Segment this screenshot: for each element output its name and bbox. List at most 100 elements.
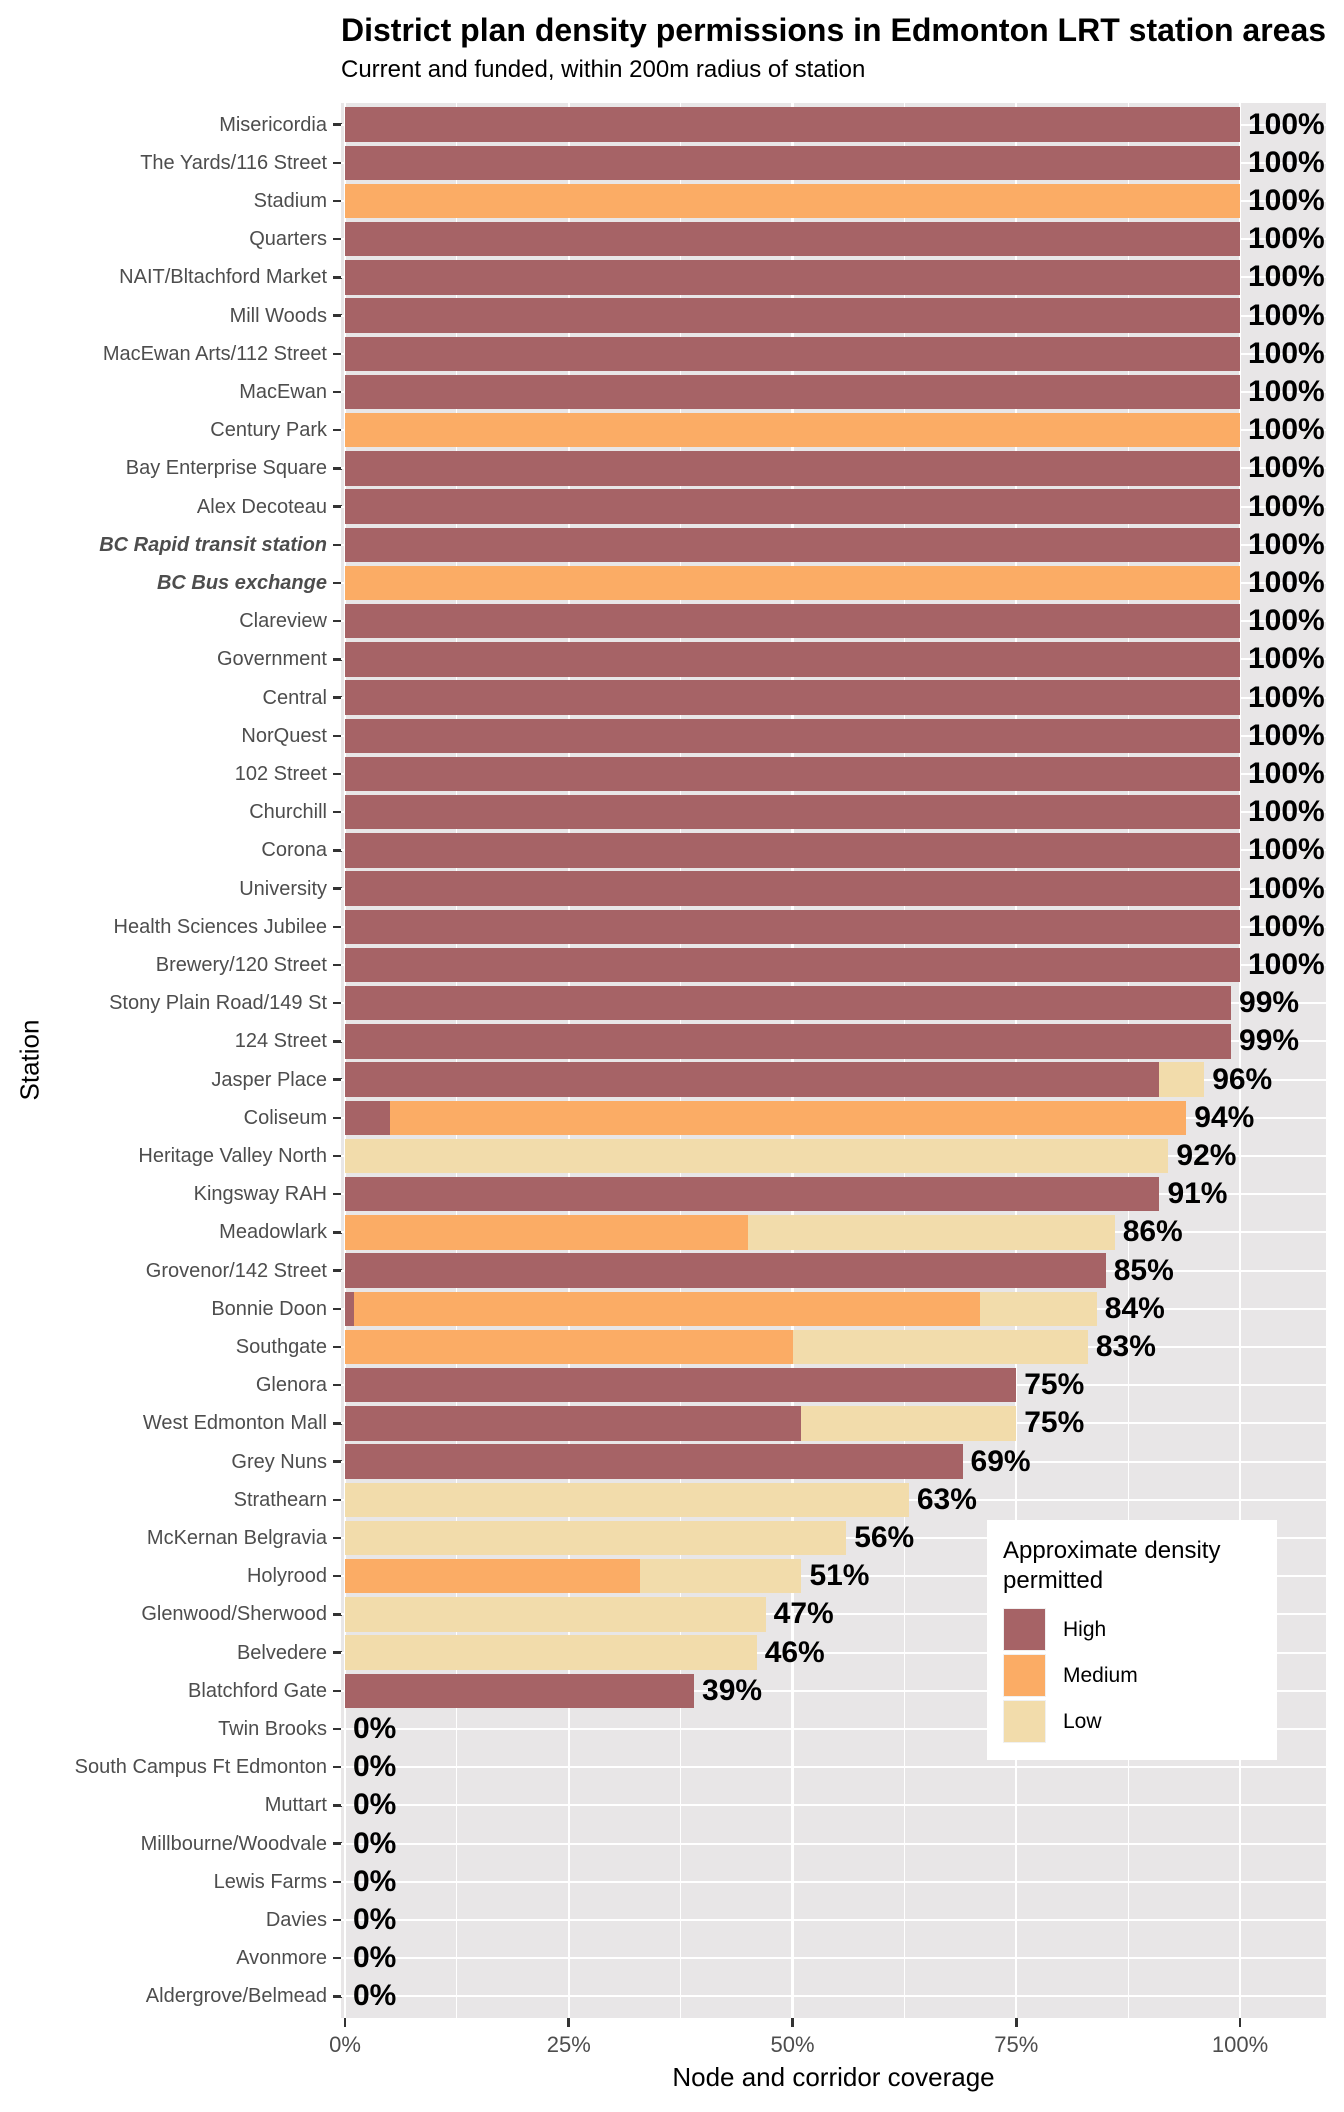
bar-segment-high xyxy=(345,680,1240,715)
bar-segment-high xyxy=(345,1673,695,1709)
gridline-horizontal xyxy=(341,1957,1326,1960)
bar-value-label: 75% xyxy=(1024,1406,1085,1440)
bar-segment-high xyxy=(345,718,1240,754)
x-axis-tick-label: 75% xyxy=(994,2032,1039,2057)
bar-row xyxy=(345,565,1240,601)
bar-segment-high xyxy=(345,1024,1232,1059)
bar-row xyxy=(345,221,1240,257)
bar-row xyxy=(345,1024,1232,1059)
bar-segment-medium xyxy=(345,1558,641,1594)
bar-value-label: 75% xyxy=(1024,1368,1085,1402)
y-axis-tick xyxy=(333,1536,342,1540)
bar-value-label: 51% xyxy=(809,1559,870,1593)
y-axis-tick xyxy=(333,1689,342,1693)
bar-value-label: 46% xyxy=(764,1635,825,1669)
y-axis-tick xyxy=(333,1116,342,1120)
y-axis-tick xyxy=(333,237,342,241)
y-axis-tick xyxy=(333,505,342,508)
y-axis-label: Aldergrove/Belmead xyxy=(145,1985,327,2008)
bar-value-label: 100% xyxy=(1248,451,1325,485)
y-axis-tick xyxy=(333,1154,342,1158)
bar-row xyxy=(345,642,1240,677)
bar-row xyxy=(345,374,1240,410)
bar-segment-high xyxy=(345,1291,354,1327)
chart-subtitle: Current and funded, within 200m radius o… xyxy=(341,56,866,83)
bar-value-label: 0% xyxy=(353,1826,397,1860)
y-axis-label: MacEwan xyxy=(239,380,327,403)
bar-value-label: 99% xyxy=(1239,1024,1300,1058)
bar-segment-high xyxy=(345,947,1240,983)
bar-segment-low xyxy=(345,1138,1169,1174)
bar-value-label: 0% xyxy=(353,1941,397,1975)
bar-value-label: 100% xyxy=(1248,680,1325,714)
bar-row xyxy=(345,1635,757,1670)
y-axis-tick xyxy=(333,1001,342,1005)
y-axis-tick xyxy=(333,1842,342,1845)
legend-swatch-medium-icon xyxy=(1003,1654,1046,1697)
y-axis-tick xyxy=(333,1804,342,1807)
y-axis-label: Millbourne/Woodvale xyxy=(140,1832,327,1855)
x-axis-tick-label: 50% xyxy=(770,2032,815,2057)
x-axis-tick xyxy=(567,2018,571,2027)
y-axis-label: Southgate xyxy=(235,1335,327,1358)
y-axis-tick xyxy=(333,581,342,585)
y-axis-label: Glenwood/Sherwood xyxy=(141,1603,327,1626)
gridline-vertical-major xyxy=(791,103,794,2018)
y-axis-tick xyxy=(333,1727,342,1731)
bar-segment-high xyxy=(345,221,1240,257)
bar-value-label: 100% xyxy=(1248,107,1325,141)
y-axis-tick xyxy=(333,1192,342,1196)
gridline-horizontal xyxy=(341,1728,1326,1730)
bar-row xyxy=(345,1062,1205,1097)
bar-segment-high xyxy=(345,1176,1160,1212)
gridline-horizontal xyxy=(341,1919,1326,1921)
bar-value-label: 92% xyxy=(1176,1139,1237,1172)
y-axis-label: BC Rapid transit station xyxy=(99,533,327,556)
bar-value-label: 100% xyxy=(1248,298,1325,332)
y-axis-label: Quarters xyxy=(249,228,327,251)
bar-value-label: 100% xyxy=(1248,871,1325,905)
bar-segment-low xyxy=(980,1291,1097,1327)
x-axis-tick-label: 100% xyxy=(1211,2032,1269,2057)
bar-segment-high xyxy=(345,909,1240,945)
legend-key-high: High xyxy=(1003,1608,1277,1651)
bar-value-label: 39% xyxy=(702,1673,763,1707)
bar-segment-medium xyxy=(389,1100,1187,1136)
bar-value-label: 100% xyxy=(1248,718,1325,752)
bar-row xyxy=(345,298,1240,333)
bar-value-label: 96% xyxy=(1212,1062,1273,1096)
x-axis-tick xyxy=(343,2018,347,2027)
y-axis-tick xyxy=(333,428,342,432)
y-axis-tick xyxy=(333,1040,342,1043)
x-axis-tick xyxy=(1014,2018,1018,2027)
bar-value-label: 100% xyxy=(1248,145,1325,179)
y-axis-label: Glenora xyxy=(255,1374,327,1397)
bar-row xyxy=(345,451,1240,486)
y-axis-tick xyxy=(333,123,342,126)
gridline-horizontal xyxy=(341,1575,1326,1578)
y-axis-label: Stadium xyxy=(253,189,327,212)
bar-segment-medium xyxy=(345,1329,793,1365)
y-axis-label: Mill Woods xyxy=(229,304,327,327)
plot-panel: 100% 100% 100% 100% 100% 100% 100% 100% 100% 100%… xyxy=(341,103,1326,2018)
gridline-horizontal xyxy=(341,1995,1326,1998)
bar-row xyxy=(345,1558,802,1594)
bar-row xyxy=(345,489,1240,524)
bar-segment-high xyxy=(345,1100,390,1136)
y-axis-label: Alex Decoteau xyxy=(196,495,327,518)
gridline-horizontal xyxy=(341,1689,1326,1692)
y-axis-tick xyxy=(333,772,342,776)
bar-segment-high xyxy=(345,1062,1160,1097)
y-axis-label: Misericordia xyxy=(219,113,327,136)
y-axis-label: Jasper Place xyxy=(211,1068,327,1091)
bar-value-label: 0% xyxy=(353,1864,397,1898)
bar-value-label: 91% xyxy=(1167,1177,1228,1211)
bar-segment-low xyxy=(640,1558,802,1594)
bar-segment-medium xyxy=(345,412,1240,448)
gridline-vertical-major xyxy=(1238,103,1242,2018)
y-axis-label: Avonmore xyxy=(236,1947,327,1970)
bar-value-label: 0% xyxy=(353,1750,397,1784)
y-axis-tick xyxy=(333,467,342,470)
legend-swatch-high-icon xyxy=(1003,1608,1046,1651)
gridline-vertical-minor xyxy=(1127,103,1129,2018)
